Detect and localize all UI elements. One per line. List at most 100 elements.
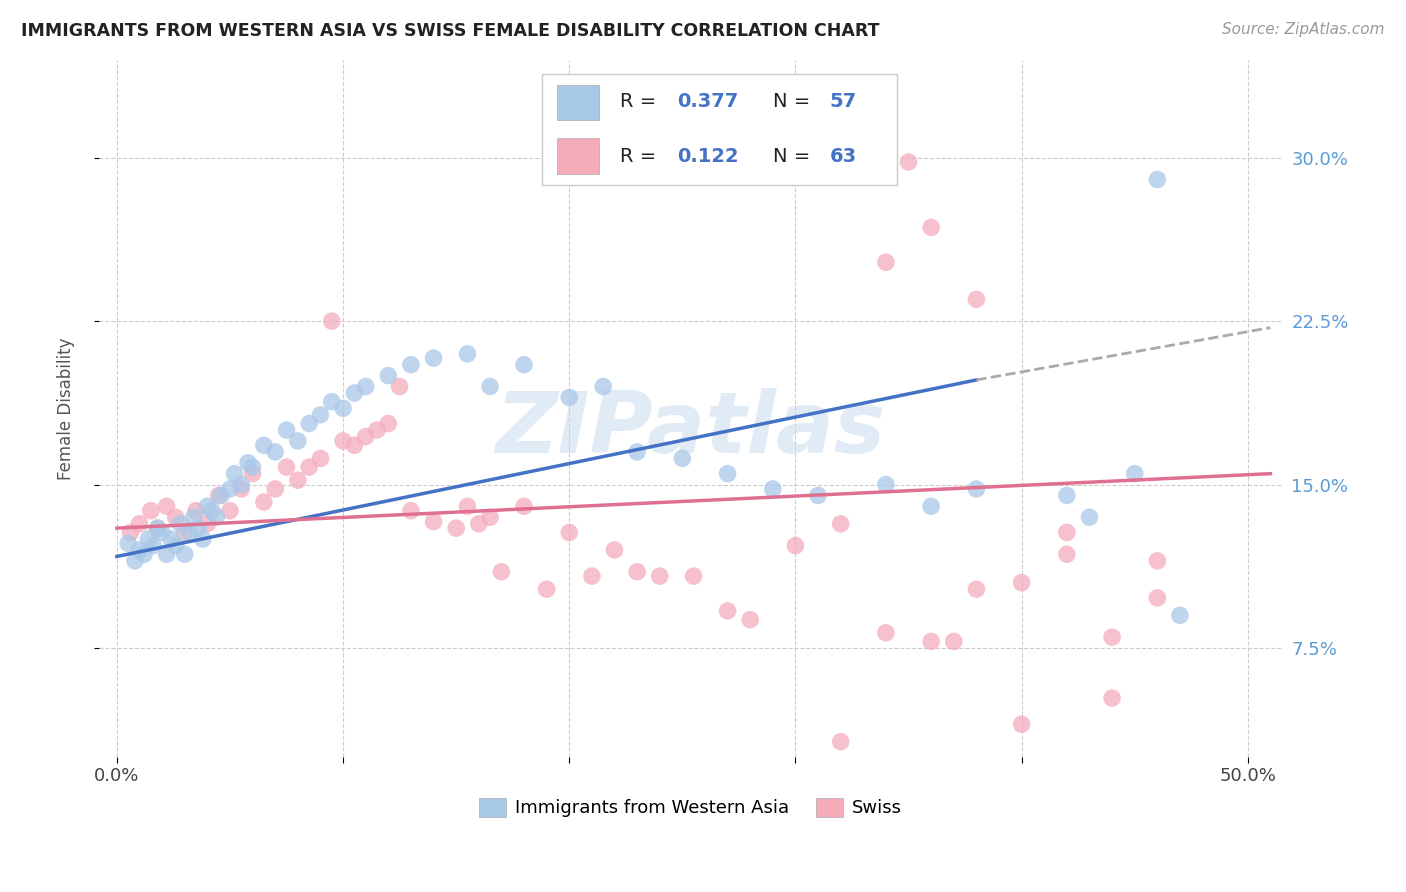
Legend: Immigrants from Western Asia, Swiss: Immigrants from Western Asia, Swiss: [471, 791, 910, 824]
Point: [1011, 717, 1033, 731]
Point: [716, 604, 738, 618]
Point: [264, 445, 287, 459]
Point: [298, 417, 321, 431]
Point: [298, 460, 321, 475]
Point: [1011, 575, 1033, 590]
Point: [875, 625, 897, 640]
Point: [1056, 525, 1078, 540]
Point: [242, 460, 264, 475]
Point: [195, 500, 218, 514]
Point: [1146, 172, 1168, 186]
Text: ZIPatlas: ZIPatlas: [495, 388, 886, 471]
Point: [716, 467, 738, 481]
Point: [1056, 547, 1078, 561]
Point: [491, 565, 513, 579]
Point: [208, 488, 231, 502]
Point: [156, 500, 179, 514]
Point: [456, 500, 478, 514]
Point: [377, 368, 399, 383]
Point: [169, 516, 191, 531]
Point: [128, 543, 150, 558]
Point: [1146, 591, 1168, 605]
Point: [422, 351, 444, 366]
Point: [195, 516, 218, 531]
Point: [160, 532, 183, 546]
Point: [603, 543, 626, 558]
Text: Source: ZipAtlas.com: Source: ZipAtlas.com: [1222, 22, 1385, 37]
Point: [224, 467, 246, 481]
Point: [1101, 691, 1123, 706]
Point: [201, 504, 224, 518]
Point: [513, 358, 536, 372]
Point: [146, 521, 169, 535]
Point: [309, 408, 332, 422]
Point: [785, 539, 807, 553]
Point: [219, 482, 242, 496]
Point: [422, 515, 444, 529]
Point: [965, 582, 987, 596]
Point: [388, 379, 411, 393]
Point: [592, 379, 614, 393]
Point: [173, 525, 195, 540]
Point: [682, 569, 704, 583]
Point: [142, 539, 165, 553]
Point: [287, 434, 309, 448]
Point: [321, 314, 343, 328]
Text: IMMIGRANTS FROM WESTERN ASIA VS SWISS FEMALE DISABILITY CORRELATION CHART: IMMIGRANTS FROM WESTERN ASIA VS SWISS FE…: [21, 22, 880, 40]
Point: [479, 510, 502, 524]
Point: [1078, 510, 1101, 524]
Point: [236, 456, 259, 470]
Point: [920, 500, 942, 514]
Point: [875, 477, 897, 491]
Point: [287, 473, 309, 487]
Point: [536, 582, 558, 596]
Point: [399, 358, 422, 372]
Point: [377, 417, 399, 431]
Point: [219, 504, 242, 518]
Point: [1123, 467, 1146, 481]
Point: [354, 379, 377, 393]
Point: [762, 482, 785, 496]
Point: [231, 482, 253, 496]
Point: [354, 429, 377, 443]
Point: [253, 495, 276, 509]
Y-axis label: Female Disability: Female Disability: [58, 337, 75, 480]
Point: [366, 423, 388, 437]
Point: [138, 532, 160, 546]
Point: [671, 451, 693, 466]
Point: [740, 613, 762, 627]
Point: [173, 547, 195, 561]
Point: [1146, 554, 1168, 568]
Point: [479, 379, 502, 393]
Point: [231, 477, 253, 491]
Point: [830, 516, 852, 531]
Point: [1168, 608, 1191, 623]
Point: [117, 536, 139, 550]
Point: [179, 525, 201, 540]
Point: [343, 386, 366, 401]
Point: [309, 451, 332, 466]
Point: [626, 445, 648, 459]
Point: [132, 547, 155, 561]
Point: [626, 565, 648, 579]
Point: [128, 516, 150, 531]
Point: [276, 460, 298, 475]
Point: [581, 569, 603, 583]
Point: [242, 467, 264, 481]
Point: [942, 634, 965, 648]
Point: [150, 525, 173, 540]
Point: [965, 482, 987, 496]
Point: [253, 438, 276, 452]
Point: [156, 547, 179, 561]
Point: [468, 516, 491, 531]
Point: [120, 525, 142, 540]
Point: [830, 735, 852, 749]
Point: [183, 510, 205, 524]
Point: [513, 500, 536, 514]
Point: [807, 488, 830, 502]
Point: [1056, 488, 1078, 502]
Point: [399, 504, 422, 518]
Point: [187, 521, 209, 535]
Point: [191, 532, 214, 546]
Point: [897, 155, 920, 169]
